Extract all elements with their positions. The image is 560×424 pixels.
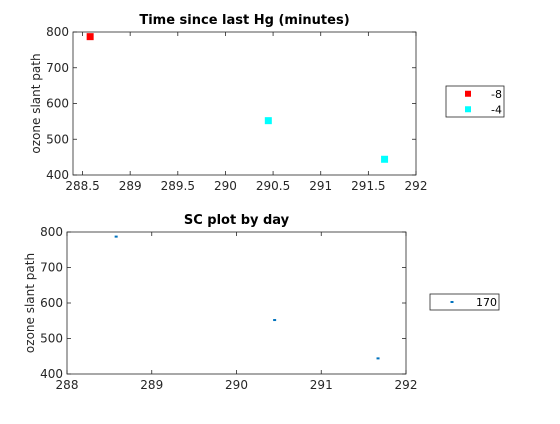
data-point: [376, 357, 380, 360]
legend-box: [445, 85, 505, 118]
legend-label: 170: [476, 296, 497, 309]
data-point: [114, 235, 118, 238]
y-tick-label: 600: [46, 97, 69, 111]
x-tick-label: 289.5: [161, 179, 195, 193]
x-tick-label: 288.5: [65, 179, 99, 193]
x-tick-label: 290: [214, 179, 237, 193]
axes-box: [66, 231, 407, 375]
legend-marker: [450, 301, 454, 303]
subplot-2: 288 289 290 291 292 400 500 600 700 800 SC plot by…: [23, 213, 500, 392]
y-axis-label: ozone slant path: [23, 253, 37, 353]
x-tick-label: 292: [405, 179, 428, 193]
legend-marker: [465, 106, 471, 113]
legend: 170: [429, 293, 500, 311]
y-tick-label: 400: [40, 367, 63, 381]
x-tick-label: 291: [310, 378, 333, 392]
x-tick-label: 292: [395, 378, 418, 392]
subplot-1: 288.5 289 289.5 290 290.5 291 291.5 292 400 500 60…: [29, 13, 505, 193]
y-tick-label: 700: [46, 61, 69, 75]
x-tick-label: 291: [309, 179, 332, 193]
y-tick-label: 800: [46, 25, 69, 39]
x-tick-label: 290.5: [256, 179, 290, 193]
chart-title: SC plot by day: [184, 213, 290, 228]
legend-marker: [465, 90, 471, 97]
legend-box: [429, 293, 500, 311]
axes-box: [72, 31, 417, 176]
y-tick-label: 500: [40, 332, 63, 346]
data-point: [273, 319, 277, 322]
y-tick-label: 600: [40, 296, 63, 310]
y-tick-label: 700: [40, 261, 63, 275]
y-axis-label: ozone slant path: [29, 53, 43, 153]
data-point: [264, 117, 272, 125]
x-tick-label: 289: [140, 378, 163, 392]
legend-label: -8: [491, 88, 502, 101]
chart-title: Time since last Hg (minutes): [139, 13, 349, 28]
x-tick-label: 289: [119, 179, 142, 193]
x-tick-label: 291.5: [351, 179, 385, 193]
y-tick-label: 400: [46, 168, 69, 182]
x-tick-label: 288: [56, 378, 79, 392]
data-point: [86, 33, 94, 41]
y-tick-label: 500: [46, 132, 69, 146]
data-point: [381, 155, 389, 163]
legend: -8-4: [445, 85, 505, 118]
y-tick-label: 800: [40, 225, 63, 239]
legend-label: -4: [491, 103, 502, 116]
x-tick-label: 290: [225, 378, 248, 392]
